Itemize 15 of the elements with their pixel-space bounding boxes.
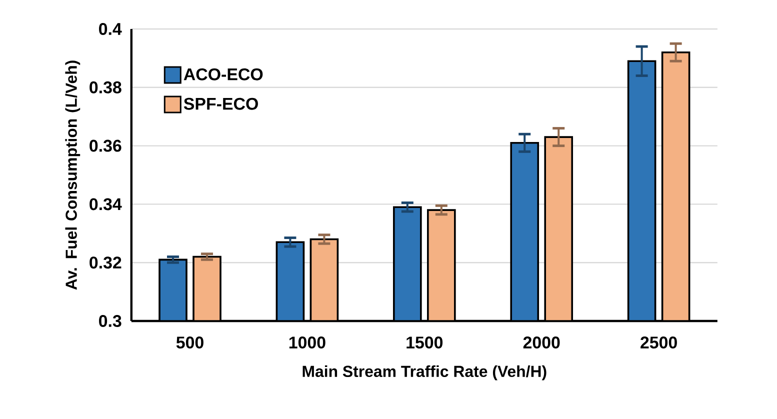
legend-label: ACO-ECO (184, 68, 263, 80)
legend-label: SPF-ECO (184, 98, 258, 110)
y-tick-label: 0.32 (90, 256, 122, 269)
x-tick-label: 500 (176, 336, 204, 349)
x-tick-label: 1500 (406, 336, 443, 349)
y-tick-label: 0.4 (99, 23, 122, 35)
y-axis-title: Av. Fuel Consumption (L/Veh) (65, 60, 80, 290)
y-tick-label: 0.34 (90, 198, 122, 210)
x-axis-title: Main Stream Traffic Rate (Veh/H) (302, 365, 546, 380)
y-tick-label: 0.3 (99, 314, 122, 328)
x-tick-label: 1000 (289, 336, 326, 349)
y-tick-label: 0.36 (90, 140, 122, 152)
x-tick-label: 2000 (523, 336, 560, 349)
y-tick-label: 0.38 (90, 81, 122, 94)
x-tick-label: 2500 (640, 336, 677, 349)
